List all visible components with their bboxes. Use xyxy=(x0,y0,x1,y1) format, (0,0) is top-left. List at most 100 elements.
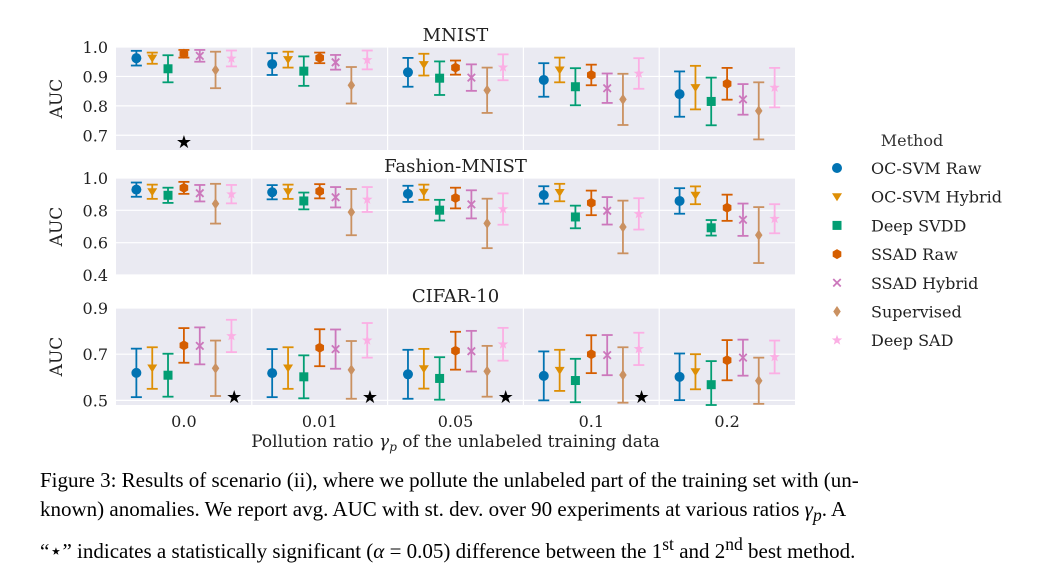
data-point-stroke-b xyxy=(467,199,476,209)
data-point xyxy=(722,355,732,366)
data-point xyxy=(402,188,413,199)
data-point xyxy=(722,78,732,89)
legend-item: OC-SVM Hybrid xyxy=(832,188,1002,207)
series-oc-svm-raw xyxy=(130,181,686,215)
data-point xyxy=(211,198,220,210)
data-point-stroke-b xyxy=(331,344,340,354)
data-point xyxy=(226,330,237,341)
data-point xyxy=(754,105,763,117)
legend-marker xyxy=(832,163,842,173)
data-point xyxy=(211,64,220,76)
data-point xyxy=(347,79,356,91)
y-tick-label: 1.0 xyxy=(83,38,108,57)
data-point xyxy=(147,364,158,373)
data-point xyxy=(347,206,356,218)
data-point xyxy=(283,188,294,197)
legend-marker xyxy=(832,193,842,202)
series-deep-svdd xyxy=(162,352,717,406)
data-point xyxy=(554,189,565,198)
series-deep-sad xyxy=(225,49,781,109)
data-point xyxy=(722,202,732,213)
data-point xyxy=(315,186,325,197)
series-oc-svm-hybrid xyxy=(146,182,701,206)
data-point xyxy=(361,334,373,345)
data-point xyxy=(451,193,460,204)
data-point xyxy=(299,372,309,382)
y-axis-label: AUC xyxy=(47,337,67,378)
series-ssad-hybrid xyxy=(194,184,749,237)
significance-star: ★ xyxy=(362,387,378,408)
legend-label: Deep SVDD xyxy=(871,216,966,235)
data-point xyxy=(497,338,509,349)
legend-label: OC-SVM Hybrid xyxy=(871,188,1002,207)
data-point-stroke-b xyxy=(195,188,205,198)
data-point xyxy=(163,190,173,200)
y-tick-label: 0.5 xyxy=(83,391,108,410)
data-point xyxy=(163,370,173,380)
y-axis-label: AUC xyxy=(47,207,67,248)
panel-0: 1.0 0.9 0.8 0.7 MNIST AUC ★ xyxy=(47,25,795,153)
data-point xyxy=(690,191,701,200)
data-point-stroke-b xyxy=(738,215,748,225)
x-tick-label: 0.0 xyxy=(171,412,196,431)
legend-label: OC-SVM Raw xyxy=(871,159,982,178)
data-point xyxy=(619,221,627,233)
series-oc-svm-hybrid xyxy=(146,346,701,392)
series-supervised xyxy=(210,339,765,405)
data-point xyxy=(195,188,205,198)
data-point xyxy=(435,373,445,383)
y-tick-label: 0.9 xyxy=(83,67,108,86)
data-point-stroke-b xyxy=(602,350,612,360)
caption-label: Figure 3: xyxy=(40,468,117,492)
series-deep-svdd xyxy=(162,186,717,237)
figure-chart: 1.0 0.9 0.8 0.7 MNIST AUC ★ 1.0 0.8 0.6 0.4 Fashion… xyxy=(47,25,1002,454)
caption-sup-st: st xyxy=(662,534,674,555)
panel-1: 1.0 0.8 0.6 0.4 Fashion-MNIST AUC xyxy=(47,156,795,285)
data-point-stroke-b xyxy=(602,206,612,216)
legend-label: Deep SAD xyxy=(871,331,953,350)
y-tick-label: 0.4 xyxy=(83,266,108,285)
data-point xyxy=(483,84,491,96)
legend-item: Deep SVDD xyxy=(832,216,966,235)
data-point xyxy=(602,206,612,216)
series-oc-svm-raw xyxy=(130,347,686,402)
data-point xyxy=(451,62,460,73)
series-deep-sad xyxy=(225,184,781,235)
data-point-stroke-b xyxy=(195,341,205,351)
data-point xyxy=(435,73,445,83)
data-point xyxy=(769,82,780,93)
data-point xyxy=(331,57,340,67)
legend-marker xyxy=(832,220,842,230)
data-point-stroke-b xyxy=(738,353,748,363)
series-deep-sad xyxy=(225,318,781,375)
data-point xyxy=(570,212,580,222)
significance-star: ★ xyxy=(633,387,649,408)
data-point xyxy=(538,189,549,200)
y-tick-label: 0.8 xyxy=(83,97,108,116)
x-axis-label-post: of the unlabeled training data xyxy=(397,432,660,452)
data-point-stroke-b xyxy=(331,192,340,202)
data-point xyxy=(226,188,237,199)
legend-title: Method xyxy=(881,131,943,150)
data-point xyxy=(402,67,413,78)
data-point xyxy=(211,362,220,374)
panel-2: 0.9 0.7 0.5 CIFAR-10 AUC ★ ★ ★ ★ xyxy=(47,286,795,410)
data-point xyxy=(315,342,325,353)
x-axis-label-sub: p xyxy=(389,440,397,454)
data-point xyxy=(674,371,685,382)
y-tick-label: 0.7 xyxy=(83,126,108,145)
data-point xyxy=(147,54,158,63)
x-tick-label: 0.01 xyxy=(302,412,338,431)
significance-star: ★ xyxy=(176,132,192,153)
panel-title: CIFAR-10 xyxy=(412,286,499,307)
data-point xyxy=(633,343,645,354)
data-point xyxy=(402,369,413,380)
data-point xyxy=(331,192,340,202)
data-point xyxy=(435,205,445,215)
caption-line-2b: . A xyxy=(821,497,847,521)
data-point xyxy=(179,48,189,59)
data-point xyxy=(706,223,716,233)
data-point-stroke-b xyxy=(602,83,612,93)
legend: Method OC-SVM Raw OC-SVM Hybrid Deep SVDD SS… xyxy=(831,131,1002,350)
data-point xyxy=(467,199,476,209)
